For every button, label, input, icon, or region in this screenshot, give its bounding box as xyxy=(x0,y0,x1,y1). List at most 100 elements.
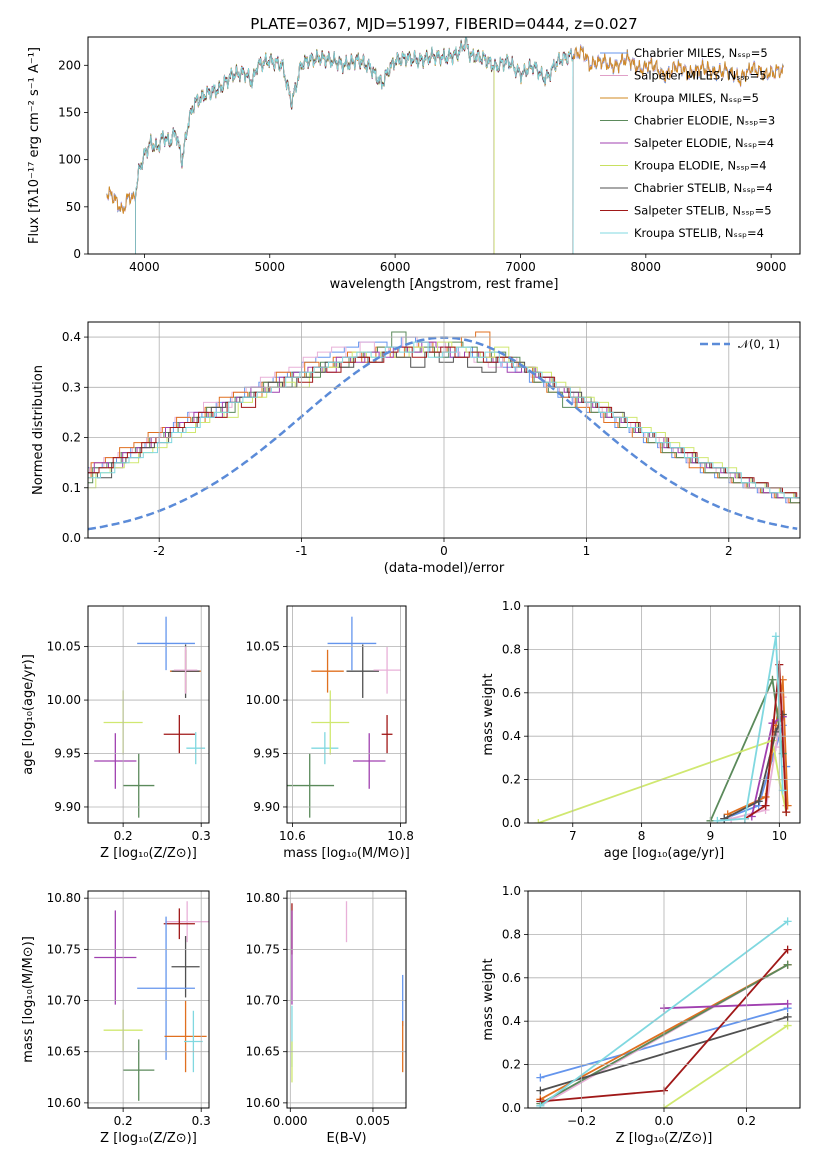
weight-marker xyxy=(783,1021,792,1030)
x-axis-label: Z [log₁₀(Z/Z⊙)] xyxy=(100,1131,197,1146)
x-axis-label: mass [log₁₀(M/M⊙)] xyxy=(283,846,410,861)
legend-label: 𝒩(0, 1) xyxy=(738,337,780,351)
age-vs-mass-plot-area xyxy=(287,616,401,818)
plot-frame xyxy=(87,36,801,255)
weight-marker xyxy=(783,1012,792,1021)
x-axis-label: E(B-V) xyxy=(326,1131,366,1146)
weight-marker xyxy=(713,816,722,823)
y-tick-label: 10.75 xyxy=(246,942,280,956)
x-tick-label: 9000 xyxy=(756,260,787,274)
y-tick-label: 10.80 xyxy=(246,891,280,905)
histogram-step xyxy=(88,331,800,504)
x-tick-label: 7000 xyxy=(505,260,536,274)
x-tick-label: 0 xyxy=(440,544,448,558)
plot-frame xyxy=(286,890,407,1109)
x-axis-label: Z [log₁₀(Z/Z⊙)] xyxy=(100,846,197,861)
y-axis-label: Normed distribution xyxy=(31,365,46,495)
weight-line xyxy=(538,739,788,823)
y-tick-label: 0.3 xyxy=(62,380,81,394)
weight-marker xyxy=(536,1101,545,1108)
x-tick-label: 0.3 xyxy=(192,1114,211,1128)
x-tick-label: 10.8 xyxy=(387,829,414,843)
model-line xyxy=(135,37,495,254)
weight-line xyxy=(663,1024,789,1108)
x-tick-label: 5000 xyxy=(254,260,285,274)
y-tick-label: 0.2 xyxy=(502,1058,521,1072)
plot-frame xyxy=(87,321,801,539)
weight-marker xyxy=(783,917,792,926)
legend-label: Kroupa ELODIE, Nₛₛₚ=4 xyxy=(634,159,767,173)
weight-marker xyxy=(783,960,792,969)
x-axis-label: Z [log₁₀(Z/Z⊙)] xyxy=(616,1131,713,1146)
histogram-step xyxy=(88,331,800,504)
y-tick-label: 10.60 xyxy=(47,1096,81,1110)
spectrum-panel: 4000 5000 6000 7000 8000 9000 0 50 100 150 200 wave… xyxy=(27,36,801,292)
x-axis-label: (data-model)/error xyxy=(384,561,505,576)
weight-marker xyxy=(740,814,749,823)
y-axis-label: Flux [fλ10⁻¹⁷ erg cm⁻² s⁻¹ A⁻¹] xyxy=(27,47,42,244)
mass-vs-Z-plot-area xyxy=(94,901,209,1101)
weight-marker xyxy=(720,814,729,823)
histogram-step xyxy=(88,336,800,509)
mass-vs-EBV-plot-area xyxy=(291,901,404,1083)
weight-vs-Z-panel: −0.2 0.0 0.2 0.0 0.2 0.4 0.6 0.8 1.0 Z [log₁₀(Z/Z… xyxy=(481,884,801,1146)
y-tick-label: 1.0 xyxy=(502,884,521,898)
x-tick-label: 0.0 xyxy=(654,1114,673,1128)
x-tick-label: −0.2 xyxy=(567,1114,596,1128)
plot-frame xyxy=(527,890,801,1109)
model-line xyxy=(135,37,574,254)
legend-label: Chabrier MILES, Nₛₛₚ=5 xyxy=(634,46,768,60)
y-tick-label: 10.60 xyxy=(246,1096,280,1110)
weight-vs-age-panel: 7 8 9 10 0.0 0.2 0.4 0.6 0.8 1.0 age [log₁₀(age/yr… xyxy=(481,599,801,861)
x-tick-label: -1 xyxy=(296,544,308,558)
x-tick-label: 9 xyxy=(707,829,715,843)
y-tick-label: 10.75 xyxy=(47,942,81,956)
y-tick-label: 100 xyxy=(58,153,81,167)
figure-title: PLATE=0367, MJD=51997, FIBERID=0444, z=0… xyxy=(250,15,637,33)
y-tick-label: 9.95 xyxy=(253,747,280,761)
x-axis-label: age [log₁₀(age/yr)] xyxy=(604,846,725,861)
y-tick-label: 0.4 xyxy=(502,1014,521,1028)
x-tick-label: 0.3 xyxy=(192,829,211,843)
y-tick-label: 10.05 xyxy=(47,640,81,654)
y-tick-label: 0.2 xyxy=(502,773,521,787)
y-tick-label: 0.1 xyxy=(62,481,81,495)
y-tick-label: 10.70 xyxy=(246,994,280,1008)
histogram-step xyxy=(88,341,800,499)
legend-label: Kroupa MILES, Nₛₛₚ=5 xyxy=(634,91,759,105)
normal-curve xyxy=(88,336,798,531)
x-axis-label: wavelength [Angstrom, rest frame] xyxy=(330,277,559,292)
legend-label: Salpeter MILES, Nₛₛₚ=5 xyxy=(634,69,767,83)
legend-label: Kroupa STELIB, Nₛₛₚ=4 xyxy=(634,226,764,240)
weight-marker xyxy=(768,675,777,684)
y-tick-label: 0.6 xyxy=(502,686,521,700)
legend-label: Salpeter ELODIE, Nₛₛₚ=4 xyxy=(634,136,774,150)
y-tick-label: 10.65 xyxy=(246,1045,280,1059)
y-tick-label: 9.90 xyxy=(54,800,81,814)
plot-frame xyxy=(286,605,407,824)
y-tick-label: 10.05 xyxy=(246,640,280,654)
residuals-panel: -2 -1 0 1 2 0.0 0.1 0.2 0.3 0.4 (data-model)/error… xyxy=(31,321,801,576)
mass-vs-EBV-panel: 0.000 0.005 10.60 10.65 10.70 10.75 10.80 E(B-V… xyxy=(246,890,407,1146)
y-tick-label: 0.0 xyxy=(502,816,521,830)
residuals-plot-area xyxy=(88,331,800,531)
legend-label: Salpeter STELIB, Nₛₛₚ=5 xyxy=(634,204,772,218)
weight-marker xyxy=(771,632,780,641)
model-line xyxy=(135,38,495,254)
y-axis-label: mass weight xyxy=(481,673,496,755)
y-tick-label: 0.0 xyxy=(62,531,81,545)
weight-marker xyxy=(778,786,787,795)
y-tick-label: 10.00 xyxy=(246,693,280,707)
x-tick-label: 7 xyxy=(569,829,577,843)
y-axis-label: mass weight xyxy=(481,958,496,1040)
y-tick-label: 0.8 xyxy=(502,927,521,941)
age-vs-mass-panel: 10.6 10.8 9.90 9.95 10.00 10.05 mass [log₁₀(M/… xyxy=(246,605,414,861)
weight-marker xyxy=(536,1086,545,1095)
weight-marker xyxy=(754,797,763,806)
y-axis-label: mass [log₁₀(M/M⊙)] xyxy=(21,936,36,1063)
x-tick-label: 0.2 xyxy=(114,829,133,843)
y-tick-label: 10.00 xyxy=(47,693,81,707)
weight-vs-age-plot-area xyxy=(534,632,792,823)
spectrum-plot-area xyxy=(106,37,785,254)
weight-marker xyxy=(783,999,792,1008)
